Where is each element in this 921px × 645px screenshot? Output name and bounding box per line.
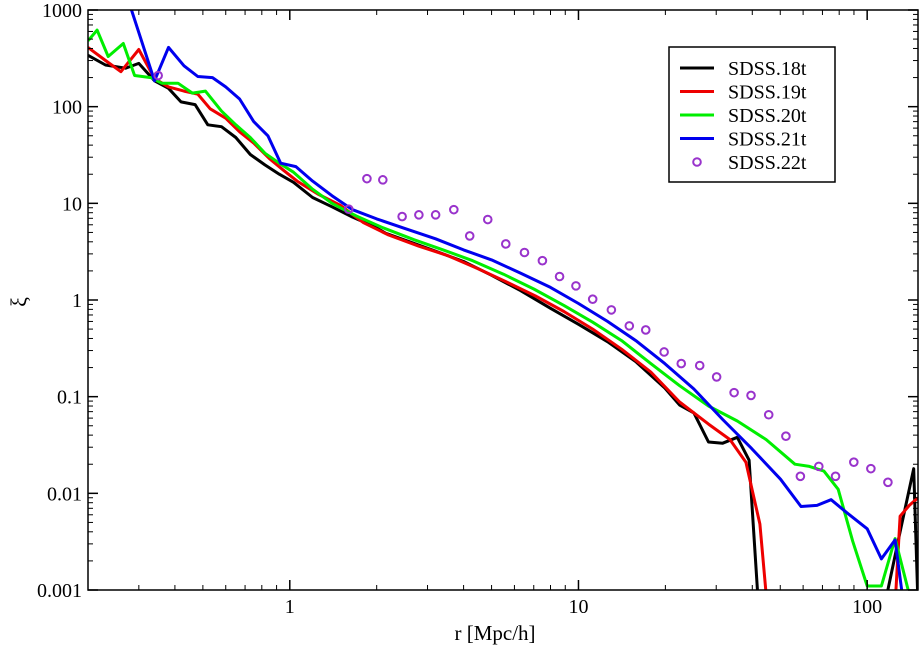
data-point-sdss-22t: [500, 239, 511, 249]
data-point-sdss-22t: [849, 457, 859, 467]
legend-marker-sdss-22t: [692, 157, 702, 167]
data-point-sdss-22t: [378, 175, 388, 185]
x-axis-label: r [Mpc/h]: [454, 621, 535, 645]
data-point-sdss-22t: [729, 387, 739, 398]
y-tick-label: 10: [62, 193, 82, 215]
data-point-sdss-22t: [795, 471, 806, 482]
data-point-sdss-22t: [781, 431, 791, 441]
data-point-sdss-22t: [554, 271, 565, 282]
y-tick-label: 1: [72, 290, 82, 312]
data-point-sdss-22t: [482, 214, 493, 225]
series-line-sdss-19t: [88, 46, 918, 590]
data-point-sdss-22t: [414, 210, 424, 220]
legend-label-sdss-18t: SDSS.18t: [728, 58, 807, 80]
axes-layer: 1 10 100 1000 100 10 1 0.1 0.01 0.001: [37, 0, 918, 618]
data-point-sdss-22t: [866, 463, 876, 474]
series-line-sdss-21t: [129, 10, 904, 590]
y-tick-label: 1000: [42, 0, 82, 22]
data-point-sdss-22t: [464, 231, 475, 241]
data-point-sdss-22t: [430, 210, 441, 220]
data-point-sdss-22t: [624, 321, 635, 331]
data-point-sdss-22t: [449, 204, 459, 215]
data-point-sdss-22t: [537, 255, 548, 266]
data-point-sdss-22t: [746, 390, 756, 401]
y-tick-label: 100: [52, 97, 82, 119]
y-axis-label: ξ: [6, 297, 31, 307]
data-point-sdss-22t: [711, 372, 722, 382]
legend-label-sdss-21t: SDSS.21t: [728, 129, 807, 151]
x-tick-label: 10: [568, 596, 588, 618]
plot-frame: [87, 9, 919, 591]
data-point-sdss-22t: [397, 211, 407, 222]
data-point-sdss-22t: [362, 173, 372, 184]
data-point-sdss-22t: [640, 325, 651, 335]
x-tick-label: 100: [852, 596, 882, 618]
series-line-sdss-20t: [88, 28, 910, 590]
data-point-sdss-22t: [606, 305, 617, 315]
data-point-sdss-22t: [694, 360, 705, 371]
data-point-sdss-22t: [883, 477, 893, 488]
data-point-sdss-22t: [676, 358, 687, 369]
data-point-sdss-22t: [814, 461, 824, 472]
series-sdss-22t: [153, 70, 893, 488]
data-point-sdss-22t: [153, 70, 163, 81]
data-point-sdss-22t: [571, 281, 581, 291]
legend-label-sdss-19t: SDSS.19t: [728, 82, 807, 104]
data-point-sdss-22t: [763, 409, 774, 420]
legend-label-sdss-20t: SDSS.20t: [728, 105, 807, 127]
x-tick-label: 1: [285, 596, 295, 618]
data-point-sdss-22t: [587, 294, 598, 304]
y-tick-label: 0.01: [47, 483, 82, 505]
y-tick-label: 0.001: [37, 580, 82, 602]
y-tick-label: 0.1: [57, 387, 82, 409]
data-point-sdss-22t: [659, 347, 669, 357]
legend-label-sdss-22t: SDSS.22t: [728, 152, 807, 174]
data-point-sdss-22t: [830, 471, 841, 482]
data-point-sdss-22t: [519, 247, 530, 258]
data-point-sdss-22t: [343, 204, 354, 214]
series-layer: [88, 10, 918, 590]
